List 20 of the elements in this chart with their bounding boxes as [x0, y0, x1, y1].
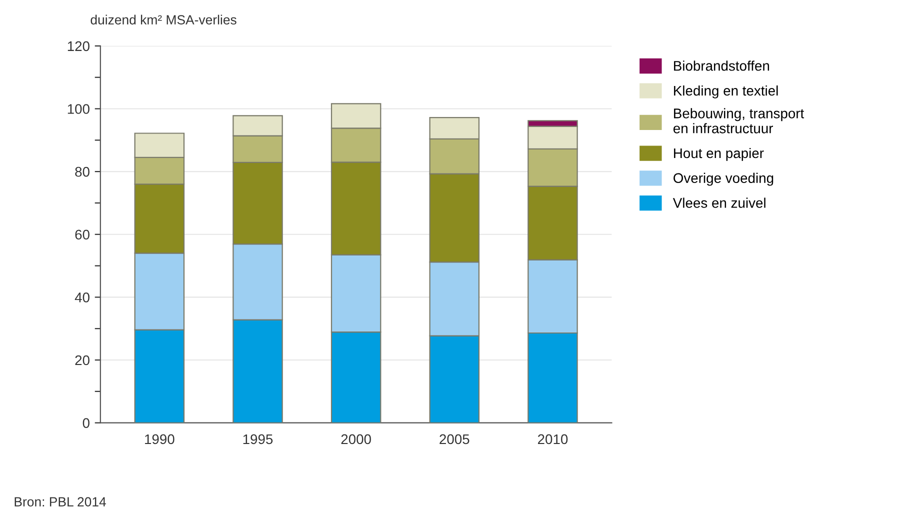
y-tick-label: 40: [74, 292, 90, 302]
y-tick-label: 0: [82, 418, 90, 428]
legend-label: Overige voeding: [674, 172, 774, 186]
x-tick-label: 1990: [145, 434, 174, 444]
legend-label: Vlees en zuivel: [672, 198, 766, 208]
x-tick-label: 1995: [243, 434, 273, 444]
y-tick-label: 100: [68, 104, 90, 114]
y-tick-label: 80: [75, 166, 90, 177]
x-tick-label: 2005: [440, 434, 470, 444]
y-axis-title: duizend km² MSA-verlies: [90, 14, 236, 24]
y-tick-label: 120: [68, 41, 90, 52]
x-tick-label: 2010: [538, 434, 568, 444]
y-tick-label: 20: [75, 355, 90, 366]
legend-label: Biobrandstoffen: [674, 60, 770, 71]
y-tick-label: 60: [75, 230, 90, 240]
x-tick-label: 2000: [341, 434, 371, 444]
legend-label: Kleding en textiel: [674, 85, 778, 98]
legend-label: Hout en papier: [674, 148, 764, 161]
legend-label: Bebouwing, transport en infrastructuur: [673, 108, 804, 134]
text: Bron: PBL 2014: [14, 497, 106, 506]
